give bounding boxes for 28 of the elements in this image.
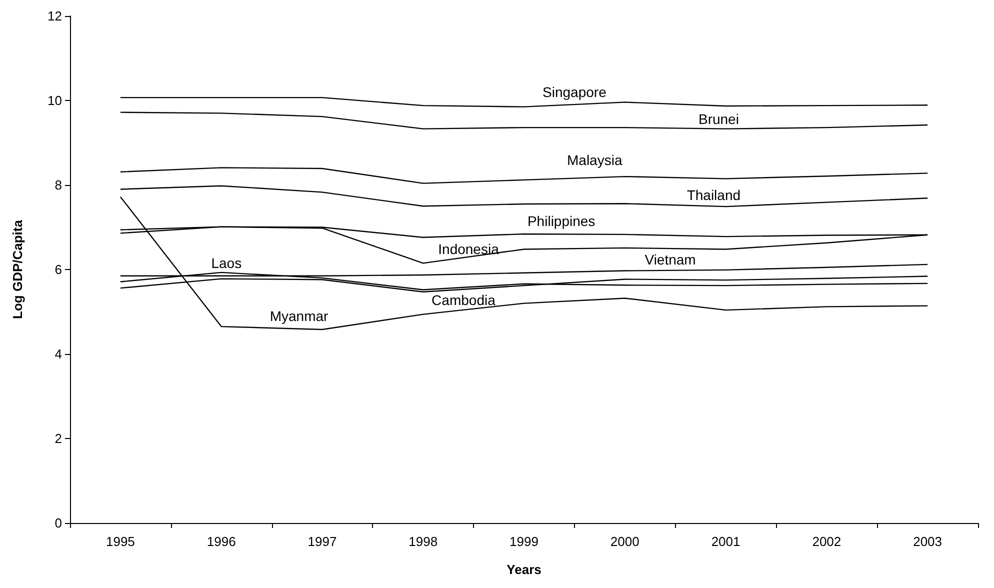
x-tick-label: 1997: [308, 534, 337, 549]
x-tick-label: 1998: [408, 534, 438, 549]
y-axis-title: Log GDP/Capita: [10, 219, 25, 319]
y-tick-label: 0: [54, 516, 62, 530]
x-tick-label: 1999: [510, 534, 538, 549]
y-tick-label: 8: [54, 178, 62, 192]
y-tick-label: 4: [54, 346, 62, 362]
series-label: Philippines: [527, 212, 596, 229]
series-label: Singapore: [542, 84, 607, 100]
series-label: Laos: [211, 255, 242, 272]
x-tick-label: 2003: [913, 534, 942, 549]
x-tick-label: 1996: [206, 534, 236, 549]
series-label: Cambodia: [432, 292, 496, 308]
y-tick-label: 2: [54, 431, 62, 446]
y-tick-label: 10: [48, 93, 62, 108]
y-tick-label: 12: [48, 8, 62, 24]
series-label: Thailand: [686, 187, 741, 204]
series-label: Indonesia: [438, 240, 500, 257]
x-axis-title: Years: [506, 562, 542, 577]
x-tick-label: 1995: [106, 534, 135, 549]
series-label: Myanmar: [270, 308, 329, 324]
series-label: Vietnam: [644, 251, 696, 268]
x-tick-label: 2001: [711, 534, 740, 549]
series-label: Brunei: [698, 111, 739, 128]
x-tick-label: 2000: [610, 534, 640, 549]
series-label: Malaysia: [566, 152, 622, 168]
y-tick-label: 6: [54, 262, 62, 277]
x-tick-label: 2002: [812, 534, 842, 549]
